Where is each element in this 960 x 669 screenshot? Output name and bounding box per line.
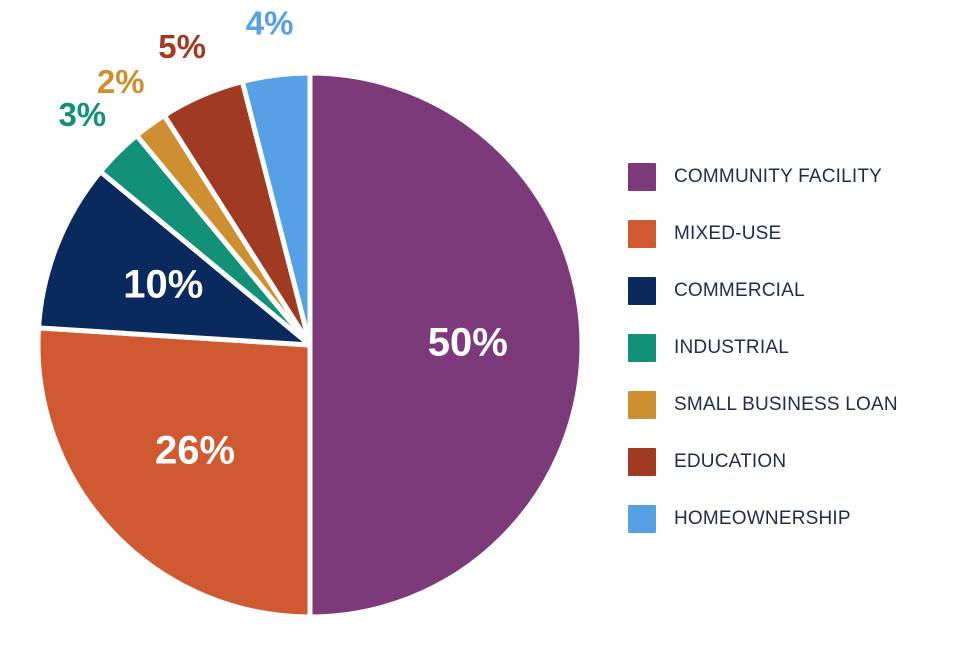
legend-item-label: COMMERCIAL [674,280,805,301]
pie-slice-value-label: 26% [155,429,235,473]
legend-color-swatch [628,448,656,476]
legend-color-swatch [628,220,656,248]
legend-color-swatch [628,163,656,191]
legend-item[interactable]: HOMEOWNERSHIP [628,505,948,533]
legend-color-swatch [628,334,656,362]
legend-item-label: INDUSTRIAL [674,337,789,358]
legend-item-label: HOMEOWNERSHIP [674,508,851,529]
legend-item[interactable]: SMALL BUSINESS LOAN [628,391,948,419]
pie-slice-value-label: 5% [158,28,206,65]
legend-item-label: SMALL BUSINESS LOAN [674,394,898,415]
chart-legend: COMMUNITY FACILITY MIXED-USE COMMERCIAL IND… [628,163,948,533]
pie-slice-value-label: 4% [246,4,294,41]
pie-slice-value-label: 2% [97,63,145,100]
legend-item-label: MIXED-USE [674,223,782,244]
pie-slice[interactable] [36,169,313,348]
legend-color-swatch [628,277,656,305]
pie-slice[interactable] [307,70,585,620]
pie-slice-value-label: 50% [428,321,508,365]
legend-item-label: EDUCATION [674,451,787,472]
legend-item[interactable]: INDUSTRIAL [628,334,948,362]
pie-value-labels-group: 50% 26% 10% 3%2% 5% 4% [58,4,507,472]
pie-slices-group [35,70,585,620]
legend-color-swatch [628,505,656,533]
pie-slice-value-label: 10% [123,262,203,306]
legend-item[interactable]: EDUCATION [628,448,948,476]
legend-color-swatch [628,391,656,419]
legend-item[interactable]: COMMUNITY FACILITY [628,163,948,191]
pie-slice[interactable] [239,70,313,348]
legend-item[interactable]: MIXED-USE [628,220,948,248]
pie-slice-value-label: 3% [58,96,106,133]
legend-item[interactable]: COMMERCIAL [628,277,948,305]
legend-item-label: COMMUNITY FACILITY [674,166,883,187]
pie-slice[interactable] [35,325,313,620]
